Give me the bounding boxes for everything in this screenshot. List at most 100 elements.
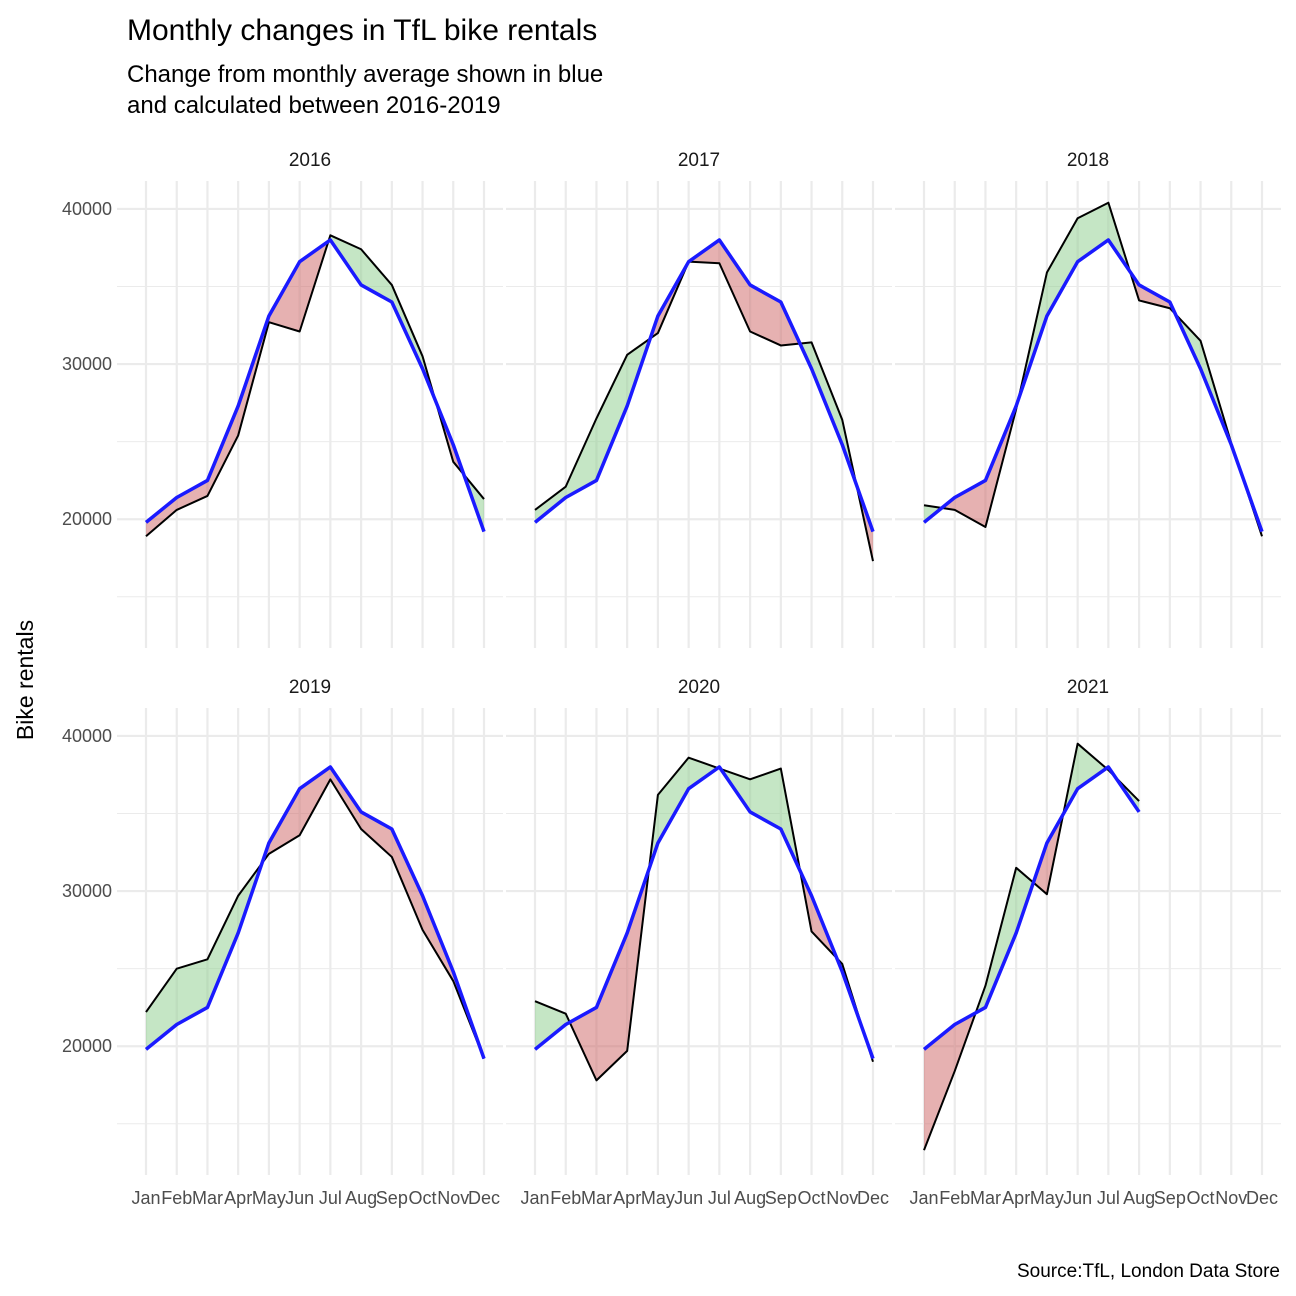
x-tick-label: Mar	[970, 1188, 1001, 1208]
x-tick-label: Apr	[613, 1188, 641, 1208]
below-average-area	[719, 239, 751, 332]
x-tick-label: Jun	[1063, 1188, 1092, 1208]
x-tick-label: Feb	[161, 1188, 192, 1208]
x-tick-label: Mar	[581, 1188, 612, 1208]
x-tick-label: Oct	[409, 1188, 437, 1208]
above-average-area	[535, 1001, 566, 1050]
above-average-area	[1046, 218, 1078, 316]
x-tick-label: Aug	[1123, 1188, 1155, 1208]
below-average-area	[391, 829, 423, 930]
monthly-average-line	[144, 238, 486, 533]
monthly-average-line	[922, 765, 1141, 1051]
above-average-area	[750, 768, 781, 830]
x-tick-label: Sep	[1154, 1188, 1186, 1208]
facet-label: 2021	[1067, 677, 1109, 698]
above-average-area	[207, 895, 239, 1008]
y-tick-label: 30000	[62, 354, 112, 374]
x-tick-label: Jul	[319, 1188, 342, 1208]
x-tick-label: Oct	[1187, 1188, 1215, 1208]
monthly-average-line	[144, 765, 486, 1060]
below-average-area	[954, 480, 986, 527]
y-tick-label: 20000	[62, 509, 112, 529]
below-average-area	[569, 1007, 597, 1081]
monthly-average-line	[533, 238, 875, 533]
actual-rentals-line	[923, 201, 1263, 537]
above-average-area	[657, 757, 689, 843]
below-average-area	[176, 480, 208, 510]
x-tick-label: Nov	[437, 1188, 469, 1208]
facet-panels: 2016 20000 30000 40000 2017 2018 2019 20000 3000…	[62, 150, 1281, 1208]
monthly-average-line	[533, 765, 875, 1060]
y-tick-label: 20000	[62, 1036, 112, 1056]
x-tick-label: Jun	[285, 1188, 314, 1208]
above-average-area	[985, 867, 1017, 1008]
x-tick-label: Apr	[1002, 1188, 1030, 1208]
x-tick-label: May	[641, 1188, 675, 1208]
actual-rentals-line	[534, 260, 874, 562]
chart-title: Monthly changes in TfL bike rentals	[127, 14, 597, 47]
x-tick-label: Nov	[1215, 1188, 1247, 1208]
y-tick-label: 30000	[62, 881, 112, 901]
x-tick-label: Jan	[520, 1188, 549, 1208]
x-tick-label: Dec	[1246, 1188, 1278, 1208]
x-tick-label: Jan	[909, 1188, 938, 1208]
above-average-area	[688, 757, 718, 789]
above-average-area	[1077, 202, 1109, 262]
x-tick-label: Oct	[798, 1188, 826, 1208]
actual-rentals-line	[145, 778, 485, 1060]
above-average-area	[535, 486, 566, 523]
above-average-area	[176, 959, 208, 1025]
facet-label: 2017	[678, 150, 720, 171]
y-axis-label: Bike rentals	[12, 620, 38, 740]
monthly-average-line	[922, 238, 1264, 533]
x-tick-label: Jun	[674, 1188, 703, 1208]
x-tick-label: Feb	[550, 1188, 581, 1208]
x-tick-label: Jul	[708, 1188, 731, 1208]
actual-rentals-line	[923, 742, 1140, 1151]
y-tick-label: 40000	[62, 199, 112, 219]
below-average-area	[596, 932, 628, 1081]
above-average-area	[391, 284, 423, 369]
x-tick-label: Nov	[826, 1188, 858, 1208]
x-tick-label: Dec	[857, 1188, 889, 1208]
facet-2018: 2018	[895, 150, 1281, 648]
y-tick-label: 40000	[62, 726, 112, 746]
above-average-area	[565, 418, 597, 498]
above-average-area	[1077, 743, 1107, 789]
chart-subtitle-line-1: Change from monthly average shown in blu…	[127, 61, 603, 88]
actual-rentals-line	[534, 756, 874, 1082]
x-tick-label: Aug	[734, 1188, 766, 1208]
x-tick-label: Dec	[468, 1188, 500, 1208]
x-tick-label: May	[1030, 1188, 1064, 1208]
x-tick-label: Aug	[345, 1188, 377, 1208]
facet-2019: 2019 20000 30000 40000 Jan Feb Mar Apr May Jun Jul…	[62, 677, 503, 1208]
facet-label: 2020	[678, 677, 720, 698]
below-average-area	[146, 497, 177, 537]
x-tick-label: Jan	[131, 1188, 160, 1208]
x-tick-label: Mar	[192, 1188, 223, 1208]
x-tick-label: May	[252, 1188, 286, 1208]
facet-label: 2019	[289, 677, 331, 698]
above-average-area	[596, 354, 628, 481]
actual-rentals-line	[145, 234, 485, 538]
chart-subtitle-line-2: and calculated between 2016-2019	[127, 92, 501, 119]
below-average-area	[268, 261, 300, 332]
below-average-area	[924, 1024, 955, 1151]
facet-label: 2016	[289, 150, 331, 171]
below-average-area	[330, 766, 362, 830]
x-tick-label: Feb	[939, 1188, 970, 1208]
x-tick-label: Apr	[224, 1188, 252, 1208]
facet-label: 2018	[1067, 150, 1109, 171]
facet-2016: 2016 20000 30000 40000	[62, 150, 503, 648]
chart-caption: Source:TfL, London Data Store	[1017, 1261, 1280, 1282]
facet-2017: 2017	[506, 150, 892, 648]
above-average-area	[811, 342, 843, 445]
x-tick-label: Sep	[376, 1188, 408, 1208]
below-average-area	[750, 284, 781, 346]
x-tick-label: Sep	[765, 1188, 797, 1208]
x-tick-label: Jul	[1097, 1188, 1120, 1208]
below-average-area	[361, 811, 392, 857]
